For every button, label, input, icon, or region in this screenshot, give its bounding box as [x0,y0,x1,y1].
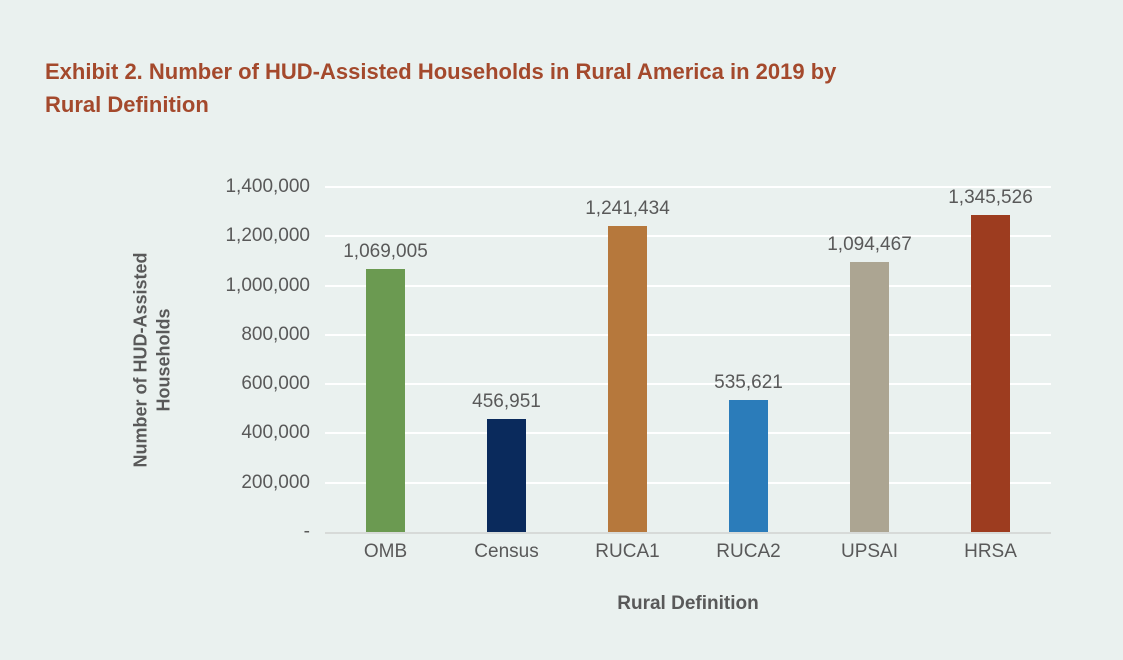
bar-value-label: 535,621 [714,372,783,394]
bar-value-label: 1,069,005 [343,240,428,262]
x-category-label: RUCA1 [595,541,660,562]
gridline [325,186,1051,188]
bar-value-label: 1,241,434 [585,198,670,220]
bars: 1,069,005 456,951 1,241,434 535,621 1,094,46… [325,187,1051,532]
y-tick-label: - [303,521,310,542]
gridline [325,284,1051,287]
bar-upsai [850,262,889,532]
bar-slot: 456,951 [446,187,567,532]
plot-area: 1,069,005 456,951 1,241,434 535,621 1,094,46… [325,186,1051,534]
bar-slot: 1,069,005 [325,187,446,532]
bar-value-label: 1,345,526 [948,187,1033,208]
x-category-label: HRSA [964,541,1017,562]
y-tick-label: 800,000 [241,323,310,345]
y-tick-label: 600,000 [241,373,310,395]
gridline [325,383,1051,386]
y-tick-label: 1,400,000 [225,176,310,197]
y-tick-label: 1,200,000 [225,225,310,247]
bar-slot: 1,241,434 [567,187,688,532]
bar-ruca1 [608,226,647,532]
bar-value-label: 456,951 [472,391,541,413]
x-category-label: OMB [363,541,408,562]
bar-slot: 1,345,526 [930,187,1051,532]
gridline [325,333,1051,336]
chart-title-line2: Rural Definition [45,92,209,117]
bar-slot: 535,621 [688,187,809,532]
y-axis-title-line1: Number of HUD-Assisted [131,251,151,468]
bar-value-label: 1,094,467 [827,234,912,256]
x-axis-labels: OMB Census RUCA1 RUCA2 UPSAI HRSA [325,541,1051,563]
gridlines [325,186,1051,532]
gridline [325,235,1051,238]
x-axis-title: Rural Definition [617,593,759,614]
x-category-label: Census [474,541,539,562]
y-axis-ticks: - 200,000 400,000 600,000 800,000 1,000,000 1,… [170,176,310,542]
chart-title-line1: Exhibit 2. Number of HUD-Assisted Househ… [45,59,837,84]
x-category-label: UPSAI [840,541,899,562]
bar-hrsa [971,215,1010,532]
bar-slot: 1,094,467 [809,187,930,532]
gridline [325,481,1051,484]
x-category-label: RUCA2 [716,541,781,562]
gridline [325,432,1051,435]
bar-omb [366,268,405,532]
chart-title: Exhibit 2. Number of HUD-Assisted Househ… [45,55,1075,121]
y-tick-label: 400,000 [241,422,310,444]
y-tick-label: 200,000 [241,471,310,493]
y-tick-label: 1,000,000 [225,274,310,296]
bar-ruca2 [729,400,768,532]
bar-census [487,419,526,532]
